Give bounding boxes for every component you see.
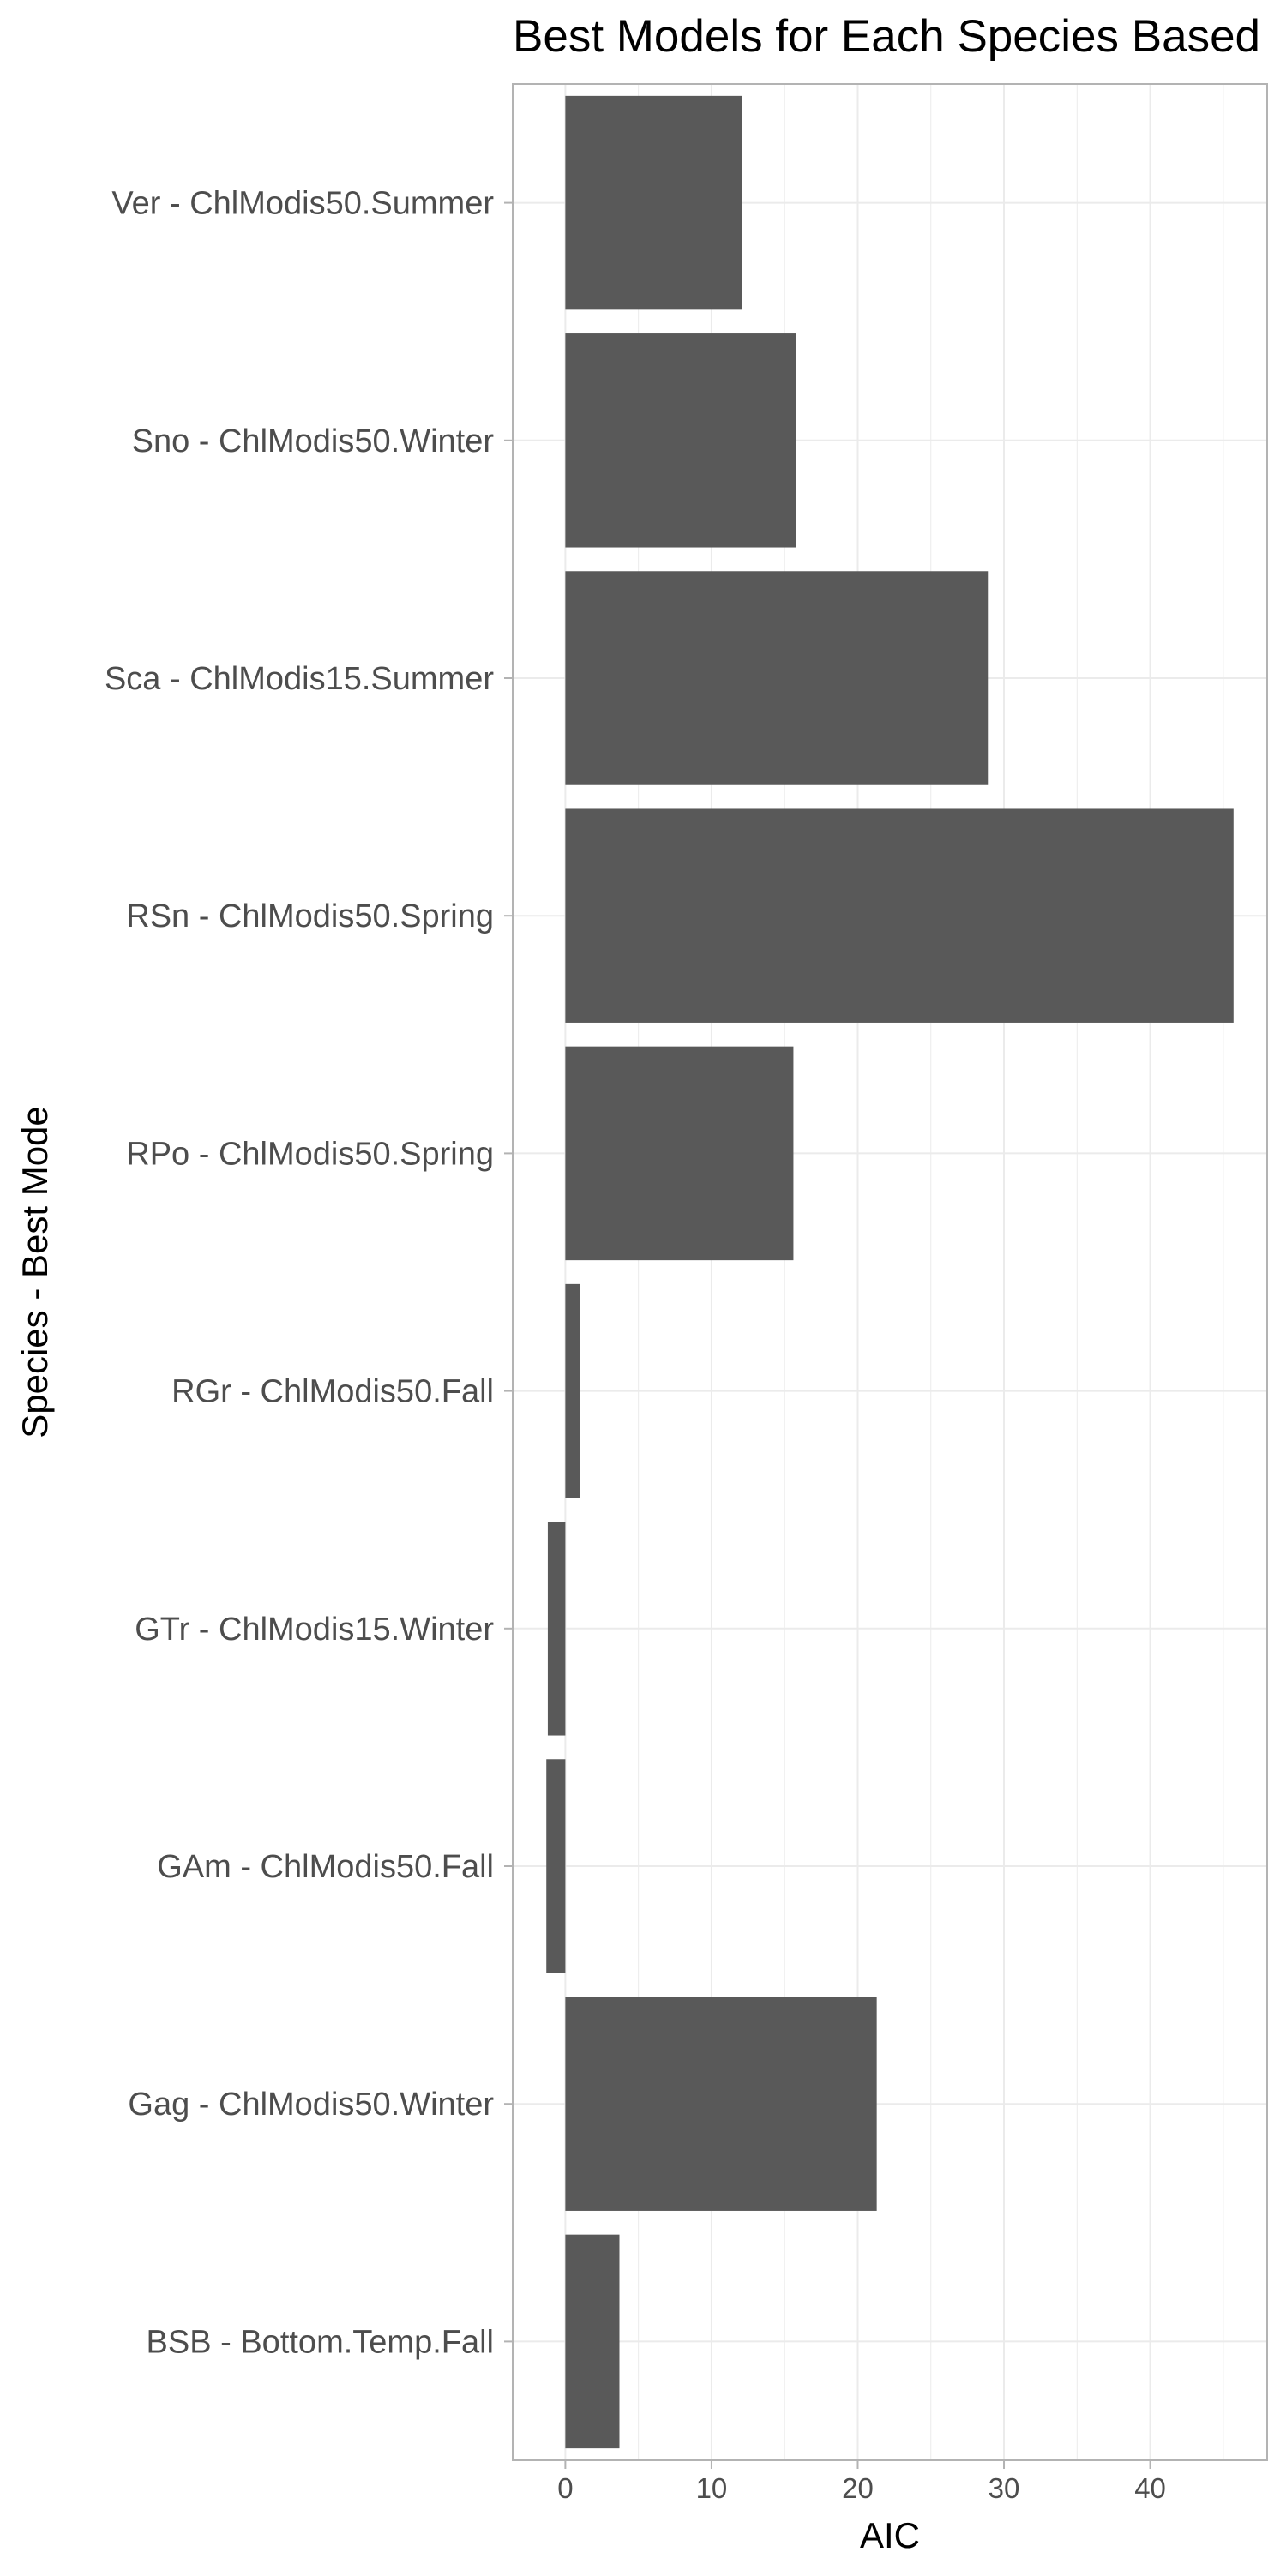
bar (565, 95, 742, 310)
y-category-label: Sca - ChlModis15.Summer (105, 661, 494, 697)
y-category-label: Ver - ChlModis50.Summer (111, 186, 494, 222)
x-tick-label: 40 (1134, 2472, 1166, 2504)
panel-border (512, 83, 1268, 2461)
bar (565, 2234, 620, 2449)
y-category-label: Gag - ChlModis50.Winter (128, 2087, 494, 2123)
y-category-label: GTr - ChlModis15.Winter (135, 1612, 494, 1648)
x-tick-label: 20 (842, 2472, 874, 2504)
bar (565, 1046, 794, 1261)
y-category-label: BSB - Bottom.Temp.Fall (147, 2324, 494, 2360)
x-axis-title: AIC (860, 2515, 920, 2555)
y-axis: Ver - ChlModis50.Summer Sno - ChlModis50.… (105, 186, 513, 2360)
bar (565, 571, 989, 785)
x-axis: 0 10 20 30 40 (557, 2460, 1166, 2504)
bar (565, 1283, 580, 1498)
y-axis-title: Species - Best Mode (15, 1106, 55, 1438)
y-category-label: GAm - ChlModis50.Fall (157, 1849, 494, 1885)
bar (565, 808, 1234, 1023)
bars (546, 95, 1234, 2449)
bar (565, 1997, 877, 2211)
y-category-label: Sno - ChlModis50.Winter (132, 423, 495, 459)
x-tick-label: 10 (696, 2472, 728, 2504)
bar (546, 1759, 566, 1973)
x-tick-label: 0 (557, 2472, 573, 2504)
bar (565, 333, 796, 548)
x-tick-label: 30 (989, 2472, 1020, 2504)
y-category-label: RGr - ChlModis50.Fall (171, 1374, 494, 1410)
chart-title: Best Models for Each Species Based (513, 11, 1260, 62)
bar (547, 1522, 566, 1736)
y-category-label: RPo - ChlModis50.Spring (126, 1136, 494, 1172)
y-category-label: RSn - ChlModis50.Spring (126, 898, 494, 934)
